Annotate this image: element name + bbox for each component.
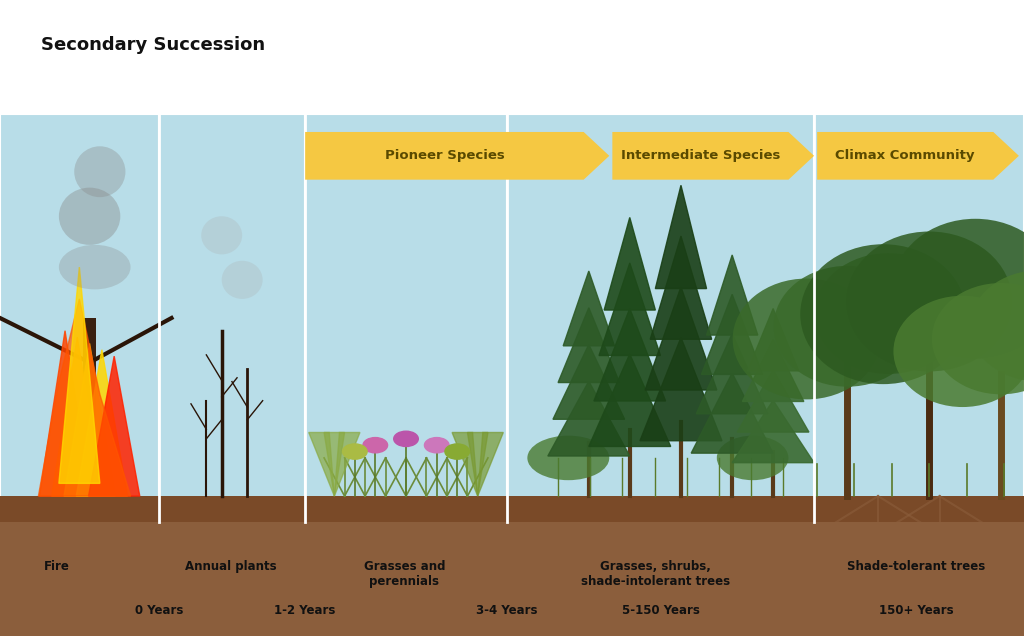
Text: 1-2 Years: 1-2 Years [274, 604, 336, 617]
FancyBboxPatch shape [814, 114, 1024, 522]
Polygon shape [88, 356, 139, 496]
Polygon shape [604, 218, 655, 310]
Text: Intermediate Species: Intermediate Species [621, 149, 780, 162]
Polygon shape [63, 343, 115, 496]
Circle shape [424, 438, 449, 453]
Ellipse shape [527, 436, 609, 480]
Ellipse shape [893, 296, 1024, 407]
Polygon shape [477, 432, 504, 496]
Polygon shape [594, 308, 666, 401]
Ellipse shape [732, 279, 880, 399]
Ellipse shape [75, 146, 125, 197]
Ellipse shape [58, 188, 121, 245]
Text: Secondary Succession: Secondary Succession [41, 36, 265, 53]
Text: Grasses, shrubs,
shade-intolerant trees: Grasses, shrubs, shade-intolerant trees [581, 560, 730, 588]
Polygon shape [558, 308, 620, 382]
Ellipse shape [58, 245, 131, 289]
Polygon shape [742, 339, 804, 401]
Polygon shape [76, 350, 127, 496]
Polygon shape [748, 308, 799, 371]
Text: 0 Years: 0 Years [134, 604, 183, 617]
Text: 5-150 Years: 5-150 Years [622, 604, 699, 617]
FancyBboxPatch shape [0, 502, 1024, 636]
Polygon shape [640, 338, 722, 441]
Ellipse shape [893, 219, 1024, 359]
Polygon shape [324, 432, 344, 496]
Polygon shape [39, 299, 131, 496]
FancyBboxPatch shape [507, 114, 814, 522]
Circle shape [342, 444, 367, 459]
FancyBboxPatch shape [305, 114, 507, 522]
Polygon shape [691, 373, 773, 453]
Polygon shape [51, 337, 102, 496]
Circle shape [444, 444, 469, 459]
Ellipse shape [846, 232, 1012, 371]
Text: 150+ Years: 150+ Years [880, 604, 953, 617]
Text: Grasses and
perennials: Grasses and perennials [364, 560, 445, 588]
Polygon shape [334, 432, 360, 496]
Polygon shape [563, 271, 614, 346]
Polygon shape [589, 354, 671, 446]
Polygon shape [308, 432, 334, 496]
Polygon shape [39, 331, 90, 496]
Ellipse shape [773, 266, 922, 387]
FancyBboxPatch shape [83, 318, 95, 496]
Circle shape [362, 438, 387, 453]
Polygon shape [817, 132, 1019, 179]
Ellipse shape [717, 436, 788, 480]
Ellipse shape [814, 253, 963, 374]
Polygon shape [707, 255, 758, 335]
Ellipse shape [970, 270, 1024, 382]
Polygon shape [645, 287, 717, 390]
Polygon shape [732, 401, 814, 463]
Text: 3-4 Years: 3-4 Years [476, 604, 538, 617]
Polygon shape [58, 267, 100, 483]
Polygon shape [696, 334, 768, 414]
Text: Climax Community: Climax Community [836, 149, 975, 162]
Ellipse shape [800, 244, 966, 384]
Ellipse shape [201, 216, 242, 254]
Ellipse shape [221, 261, 262, 299]
Polygon shape [737, 370, 809, 432]
Polygon shape [452, 432, 477, 496]
Polygon shape [553, 345, 625, 419]
FancyBboxPatch shape [159, 114, 305, 522]
Circle shape [393, 431, 418, 446]
Text: Annual plants: Annual plants [184, 560, 276, 572]
Polygon shape [650, 236, 712, 340]
Polygon shape [599, 263, 660, 356]
Ellipse shape [932, 283, 1024, 394]
FancyBboxPatch shape [0, 496, 1024, 522]
Polygon shape [467, 432, 487, 496]
Polygon shape [305, 132, 609, 179]
Polygon shape [701, 294, 763, 375]
Polygon shape [655, 185, 707, 289]
Polygon shape [612, 132, 814, 179]
FancyBboxPatch shape [0, 114, 159, 522]
Text: Shade-tolerant trees: Shade-tolerant trees [847, 560, 986, 572]
Text: Pioneer Species: Pioneer Species [385, 149, 504, 162]
Text: Fire: Fire [43, 560, 70, 572]
Polygon shape [548, 381, 630, 456]
